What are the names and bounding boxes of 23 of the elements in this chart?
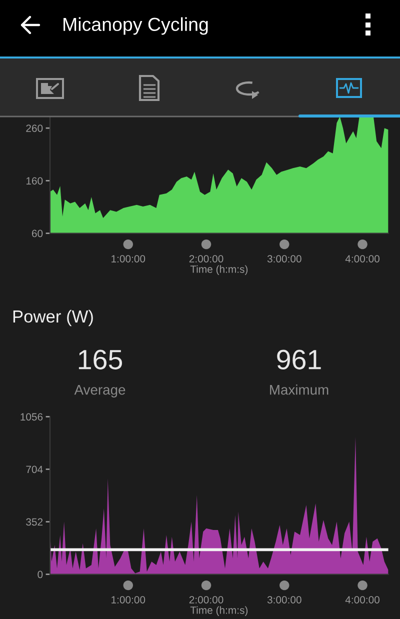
y-tick-label: 704 (26, 466, 43, 474)
x-tick-label: 3:00:00 (267, 255, 302, 262)
y-tick-label: 1056 (20, 413, 43, 421)
y-tick-label: 260 (26, 124, 43, 132)
chart-title: Power (W) (13, 310, 93, 326)
x-tick-label: 4:00:00 (345, 255, 380, 262)
x-axis-title: Time (h:m:s) (190, 265, 248, 275)
x-tick-label: 2:00:00 (189, 255, 224, 262)
x-tick-label: 4:00:00 (345, 596, 380, 604)
text: Average (74, 385, 126, 398)
x-tick-label: 1:00:00 (112, 255, 146, 262)
x-tick-label: 2:00:00 (189, 596, 224, 604)
text: 961 (277, 350, 321, 370)
x-axis-title: Time (h:m:s) (190, 606, 248, 616)
x-tick-label: 3:00:00 (267, 596, 302, 604)
chart-title: Micanopy Cycling (64, 17, 208, 35)
y-tick-label: 60 (32, 230, 43, 238)
y-tick-label: 160 (26, 177, 43, 185)
y-tick-label: 352 (26, 518, 43, 526)
x-tick-label: 1:00:00 (112, 596, 146, 604)
text: Maximum (270, 384, 328, 395)
text: 165 (78, 350, 122, 370)
y-tick-label: 0 (38, 570, 43, 578)
